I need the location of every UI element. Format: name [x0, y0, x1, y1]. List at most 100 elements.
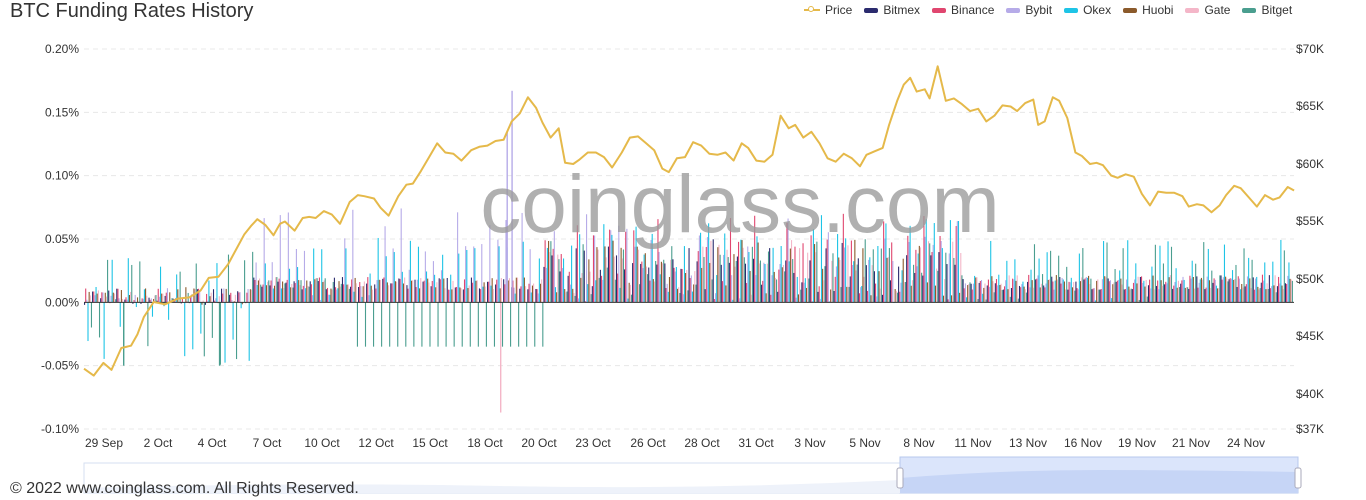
- funding-bar-bitget: [526, 302, 528, 347]
- funding-bar-huobi: [491, 278, 493, 303]
- funding-bar-okex: [812, 229, 814, 303]
- funding-bar-binance: [705, 247, 707, 303]
- funding-bar-okex: [1215, 285, 1217, 303]
- funding-bar-okex: [965, 297, 968, 303]
- legend-item-price[interactable]: Price: [804, 3, 852, 17]
- funding-bar-bitget: [1106, 242, 1108, 303]
- funding-bar-binance: [238, 292, 240, 303]
- funding-bar-gate: [146, 295, 148, 303]
- legend-item-bitget[interactable]: Bitget: [1242, 3, 1292, 17]
- funding-bar-huobi: [596, 247, 598, 303]
- x-tick: 4 Oct: [198, 436, 227, 450]
- funding-bar-bitget: [1195, 263, 1197, 303]
- funding-bar-bybit: [529, 249, 531, 303]
- funding-bar-bitmex: [108, 290, 110, 303]
- funding-bar-bitmex: [148, 297, 150, 303]
- funding-bar-bybit: [779, 264, 781, 303]
- funding-bar-binance: [955, 226, 957, 303]
- funding-bar-bitget: [501, 302, 504, 347]
- funding-bar-bitmex: [809, 260, 811, 303]
- funding-bar-okex: [1167, 241, 1169, 303]
- funding-bar-huobi: [1023, 286, 1025, 303]
- funding-bar-gate: [404, 277, 406, 303]
- funding-bar-bitmex: [180, 302, 182, 304]
- funding-bar-bybit: [376, 280, 378, 303]
- funding-bar-huobi: [362, 286, 364, 303]
- zoom-handle-left[interactable]: [896, 467, 904, 489]
- funding-bar-okex: [619, 287, 621, 303]
- funding-bar-gate: [887, 257, 889, 303]
- funding-bar-okex: [837, 234, 839, 303]
- funding-bar-bitget: [276, 277, 278, 303]
- funding-bar-bitmex: [769, 248, 771, 303]
- funding-bar-huobi: [967, 285, 969, 303]
- funding-bar-binance: [463, 279, 466, 303]
- funding-bar-bitmex: [583, 250, 585, 303]
- funding-bar-gate: [702, 246, 704, 303]
- zoom-handle-right[interactable]: [1294, 467, 1302, 489]
- funding-bar-bybit: [666, 283, 668, 303]
- funding-bar-gate: [122, 298, 124, 303]
- funding-bar-bybit: [1222, 277, 1224, 303]
- funding-bar-bitget: [1170, 246, 1173, 303]
- funding-bar-bitmex: [1252, 277, 1254, 303]
- funding-bar-okex: [151, 302, 154, 317]
- funding-bar-huobi: [628, 282, 630, 303]
- funding-bar-huobi: [1184, 287, 1186, 303]
- funding-bar-huobi: [386, 282, 388, 303]
- funding-bar-binance: [1286, 284, 1288, 303]
- funding-bar-bitmex: [406, 285, 408, 303]
- funding-bar-bitget: [340, 283, 342, 303]
- funding-bar-bitget: [719, 254, 721, 303]
- funding-bar-okex: [925, 219, 927, 303]
- funding-bar-binance: [939, 235, 941, 303]
- funding-bar-bitmex: [640, 263, 642, 303]
- legend-item-gate[interactable]: Gate: [1185, 3, 1230, 17]
- funding-bar-okex: [135, 302, 137, 308]
- legend-item-okex[interactable]: Okex: [1064, 3, 1111, 17]
- funding-bar-gate: [1202, 279, 1204, 303]
- legend-swatch: [932, 7, 947, 13]
- funding-bar-gate: [1226, 278, 1228, 303]
- funding-bar-binance: [673, 267, 675, 303]
- funding-bar-binance: [979, 280, 981, 303]
- legend-item-binance[interactable]: Binance: [932, 3, 994, 17]
- funding-bar-huobi: [483, 282, 485, 303]
- x-tick: 26 Oct: [630, 436, 666, 450]
- funding-bar-huobi: [273, 285, 276, 303]
- chart-title: BTC Funding Rates History: [10, 0, 254, 22]
- funding-bar-bybit: [594, 235, 596, 303]
- funding-bar-bybit: [1279, 283, 1281, 303]
- funding-bar-bybit: [400, 208, 402, 303]
- funding-bar-gate: [1153, 289, 1155, 303]
- funding-bar-bitget: [848, 286, 850, 303]
- funding-bar-bitmex: [801, 282, 803, 303]
- funding-bar-binance: [1044, 287, 1046, 303]
- funding-bar-gate: [387, 285, 390, 303]
- funding-bar-bitget: [284, 283, 286, 303]
- funding-bar-okex: [1151, 266, 1153, 303]
- funding-bar-huobi: [459, 287, 461, 303]
- funding-bar-bitget: [1203, 242, 1205, 303]
- legend-item-huobi[interactable]: Huobi: [1123, 3, 1173, 17]
- funding-bar-bitmex: [1091, 289, 1093, 303]
- funding-bar-okex: [957, 221, 960, 303]
- legend-item-bybit[interactable]: Bybit: [1006, 3, 1052, 17]
- funding-bar-huobi: [1112, 284, 1114, 303]
- funding-bar-huobi: [846, 286, 848, 303]
- legend-label: Bitmex: [883, 3, 921, 17]
- funding-bar-bitget: [268, 280, 270, 303]
- funding-bar-binance: [1261, 274, 1264, 303]
- funding-bar-bitmex: [519, 288, 521, 303]
- funding-bar-bybit: [473, 246, 475, 303]
- funding-bar-bybit: [263, 218, 265, 303]
- x-tick: 15 Oct: [412, 436, 448, 450]
- funding-bar-gate: [895, 290, 897, 303]
- funding-bar-gate: [629, 284, 631, 303]
- funding-bar-bybit: [618, 225, 620, 303]
- funding-bar-bitmex: [229, 294, 231, 303]
- funding-bar-okex: [651, 233, 653, 303]
- legend-item-bitmex[interactable]: Bitmex: [864, 3, 920, 17]
- funding-bar-bybit: [199, 291, 201, 303]
- funding-bar-binance: [826, 239, 828, 303]
